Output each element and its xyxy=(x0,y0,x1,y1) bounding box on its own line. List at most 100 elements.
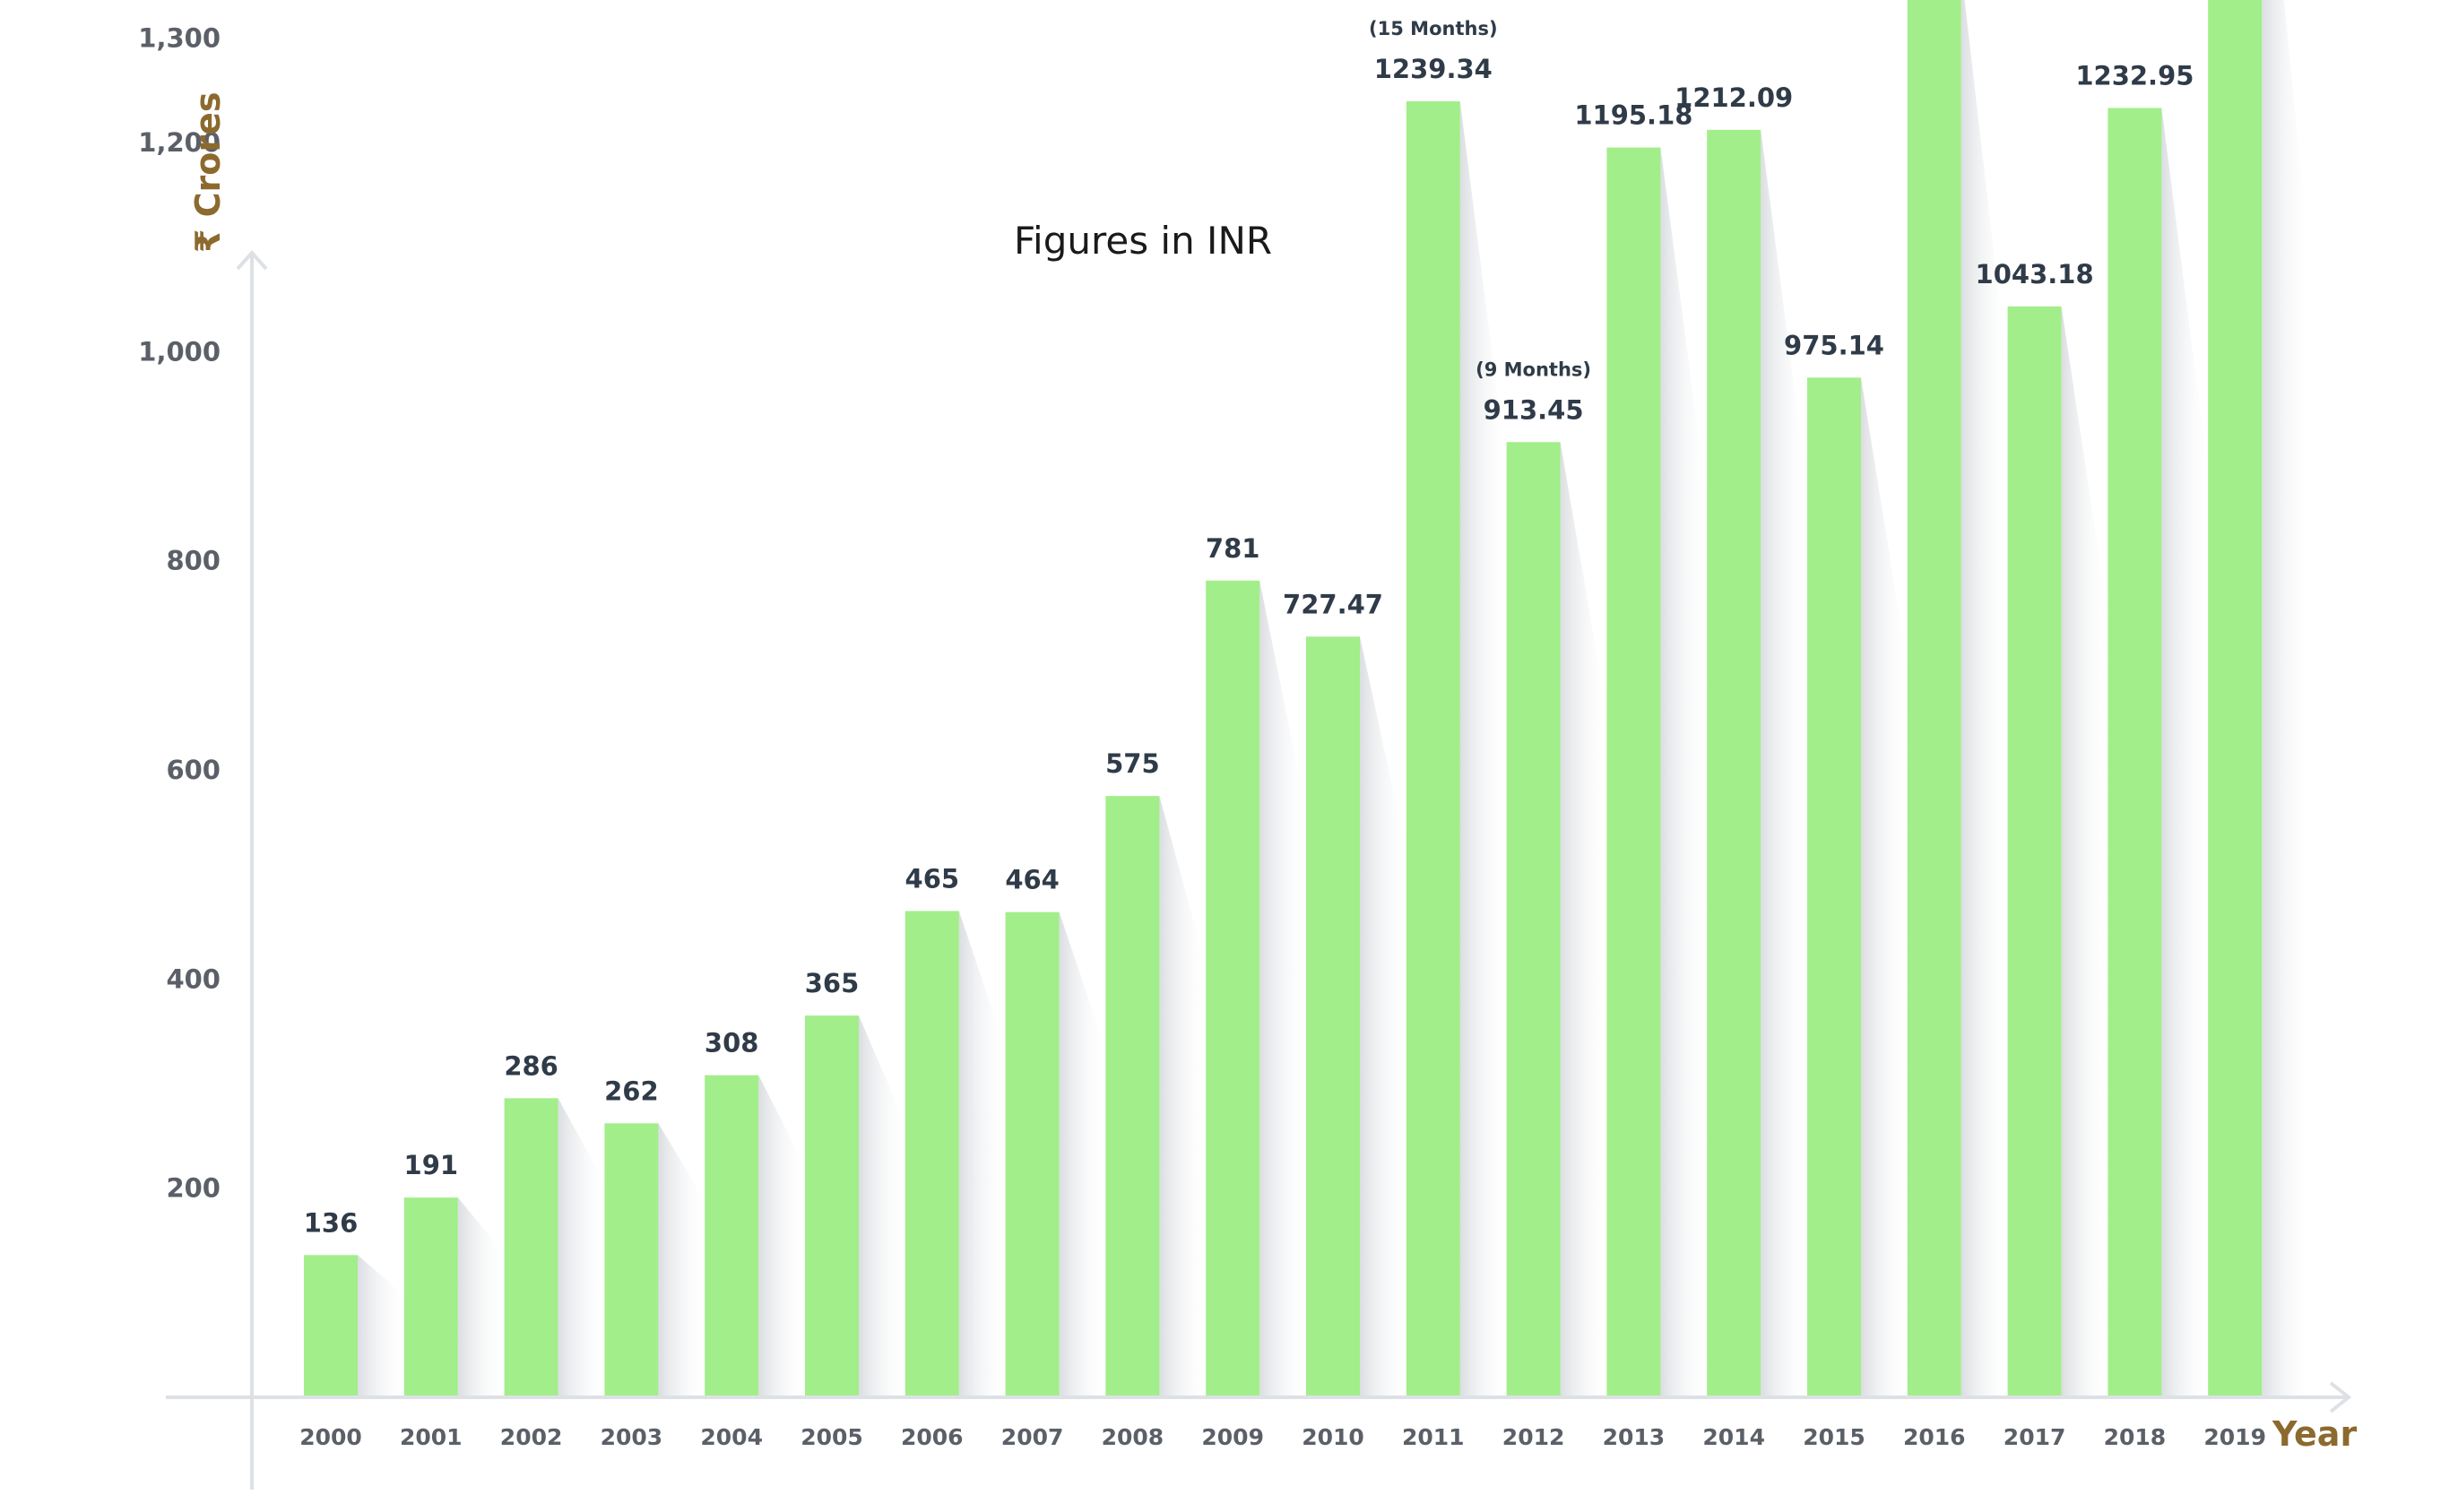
y-axis-title: ₹ Crores xyxy=(188,91,228,253)
bar-2011 xyxy=(1406,101,1460,1398)
bar-2003 xyxy=(604,1123,659,1397)
bar-2006 xyxy=(904,911,959,1397)
x-tick-label: 2004 xyxy=(700,1424,763,1450)
x-tick-label: 2013 xyxy=(1603,1424,1666,1450)
bar-2004 xyxy=(705,1075,759,1397)
data-label: 1212.09 xyxy=(1675,82,1793,113)
x-tick-label: 2014 xyxy=(1702,1424,1765,1450)
bar-2012 xyxy=(1506,442,1561,1398)
bar-2013 xyxy=(1606,147,1661,1397)
bar-shadow xyxy=(1960,0,2011,1395)
x-tick-label: 2005 xyxy=(801,1424,863,1450)
data-label: 464 xyxy=(1005,865,1060,895)
bar-shadow xyxy=(1259,580,1310,1395)
bar-shadow xyxy=(1059,912,1109,1395)
bar-shadow xyxy=(859,1015,908,1395)
data-label: 1239.34 xyxy=(1374,54,1493,84)
annotations: (15 Months) (9 Months) xyxy=(1369,18,1591,380)
bar-2017 xyxy=(2007,306,2062,1398)
bar-shadow xyxy=(2161,108,2211,1396)
annotation-note: (15 Months) xyxy=(1369,18,1498,39)
data-label: 465 xyxy=(905,863,960,894)
bar-shadow xyxy=(958,911,1008,1395)
bar-2018 xyxy=(2107,108,2162,1398)
x-tick-label: 2015 xyxy=(1803,1424,1865,1450)
x-tick-label: 2003 xyxy=(601,1424,663,1450)
bar-shadow xyxy=(1761,129,1811,1395)
y-tick-label: 1,200 xyxy=(138,127,221,158)
x-tick-label: 2001 xyxy=(400,1424,463,1450)
x-tick-label: 2012 xyxy=(1502,1424,1565,1450)
x-tick-label: 2017 xyxy=(2004,1424,2066,1450)
bar-shadow xyxy=(658,1123,708,1395)
bar-2007 xyxy=(1005,912,1060,1397)
x-tick-label: 2007 xyxy=(1001,1424,1064,1450)
x-tick-label: 2000 xyxy=(299,1424,362,1450)
x-tick-label: 2008 xyxy=(1102,1424,1164,1450)
bar-shadow xyxy=(758,1075,809,1395)
x-tick-label: 2019 xyxy=(2203,1424,2266,1450)
bars xyxy=(304,0,2263,1398)
data-label: 262 xyxy=(604,1076,659,1106)
data-label: 575 xyxy=(1105,748,1160,779)
x-tick-label: 2010 xyxy=(1302,1424,1364,1450)
y-tick-label: 600 xyxy=(166,755,221,785)
data-label: 191 xyxy=(404,1150,459,1180)
data-label: 365 xyxy=(805,968,860,998)
x-tick-label: 2006 xyxy=(901,1424,964,1450)
bar-2010 xyxy=(1306,636,1360,1397)
y-tick-label: 1,300 xyxy=(138,22,221,53)
data-label: 308 xyxy=(705,1028,759,1058)
bar-shadow xyxy=(558,1098,608,1395)
bar-2008 xyxy=(1105,796,1160,1397)
bar-2005 xyxy=(805,1015,859,1397)
bar-shadow xyxy=(1459,101,1510,1396)
bar-shadow xyxy=(1360,636,1409,1395)
data-label: 975.14 xyxy=(1784,330,1884,360)
y-tick-label: 800 xyxy=(166,546,221,576)
data-label: 1232.95 xyxy=(2075,61,2194,91)
data-label: 1043.18 xyxy=(1976,259,2094,289)
x-tick-label: 2011 xyxy=(1402,1424,1465,1450)
data-label: 913.45 xyxy=(1484,394,1584,425)
bar-2019 xyxy=(2208,0,2263,1398)
x-tick-label: 2009 xyxy=(1201,1424,1264,1450)
x-axis-arrow xyxy=(2329,1381,2352,1413)
bar-shadow xyxy=(2262,0,2312,1395)
x-axis-title: Year xyxy=(2272,1414,2357,1454)
bar-shadow xyxy=(1560,442,1610,1396)
x-tick-labels: 2000 2001 2002 2003 2004 2005 2006 2007 2008 2009… xyxy=(299,1424,2266,1450)
bar-shadow xyxy=(1861,377,1910,1395)
annotation-note: (9 Months) xyxy=(1476,359,1591,380)
bar-shadow xyxy=(1159,796,1209,1395)
data-label: 136 xyxy=(304,1207,359,1238)
y-tick-label: 200 xyxy=(166,1173,221,1204)
bar-shadow xyxy=(457,1197,507,1395)
bar-shadows xyxy=(358,0,2312,1396)
y-tick-label: 400 xyxy=(166,963,221,994)
x-tick-label: 2016 xyxy=(1903,1424,1966,1450)
data-label: 1195.18 xyxy=(1574,100,1692,131)
chart-title: Figures in INR xyxy=(1014,219,1272,263)
axes xyxy=(166,249,2352,1490)
bar-2001 xyxy=(403,1197,458,1397)
bar-2002 xyxy=(504,1098,558,1397)
data-label: 727.47 xyxy=(1283,589,1383,619)
data-label: 781 xyxy=(1206,533,1260,564)
data-labels: 136 191 286 262 308 365 465 464 575 781 727.47 1239… xyxy=(304,54,2194,1238)
bar-2016 xyxy=(1907,0,1961,1397)
data-label: 286 xyxy=(504,1050,558,1081)
x-tick-label: 2002 xyxy=(500,1424,563,1450)
y-axis-arrow xyxy=(236,249,268,271)
bar-2015 xyxy=(1807,377,1861,1397)
x-tick-label: 2018 xyxy=(2104,1424,2167,1450)
y-tick-labels: 2004006008001,0001,2001,3001,4001,5001,6… xyxy=(138,22,221,1204)
bar-shadow xyxy=(1660,147,1710,1395)
bar-shadow xyxy=(2061,306,2111,1396)
y-tick-label: 1,000 xyxy=(138,336,221,367)
bar-2009 xyxy=(1206,580,1260,1397)
bar-shadow xyxy=(358,1255,407,1395)
bar-2014 xyxy=(1707,129,1761,1397)
bar-2000 xyxy=(304,1255,358,1397)
